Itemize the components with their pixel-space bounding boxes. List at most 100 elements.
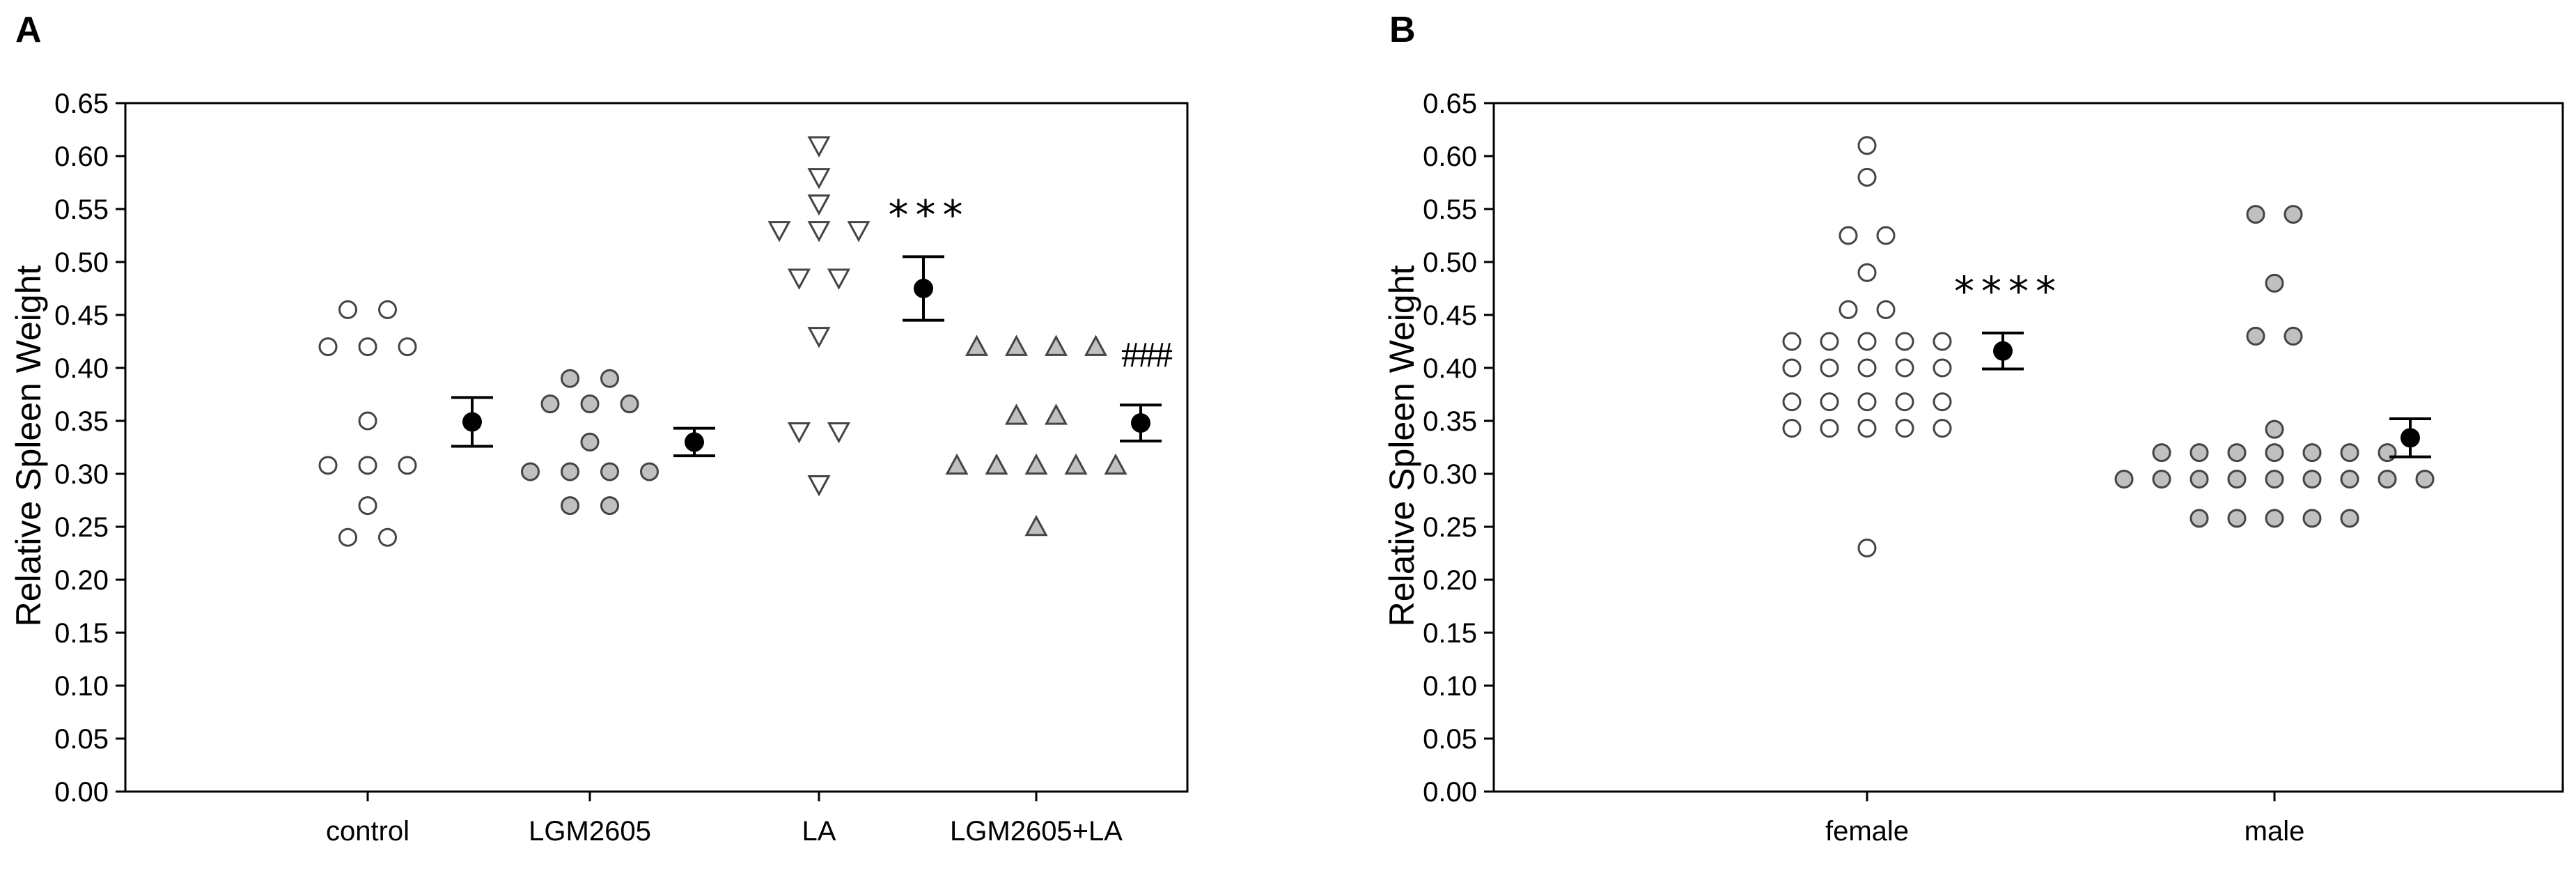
panel-a-data-point <box>807 194 831 216</box>
panel-a-data-point <box>338 300 357 319</box>
panel-a-data-point <box>1044 334 1068 356</box>
panel-b-data-point <box>2415 470 2435 489</box>
panel-a-data-point <box>807 168 831 190</box>
panel-b-data-point <box>2340 470 2359 489</box>
panel-b-data-point <box>1820 392 1839 412</box>
panel-a-data-point <box>540 394 560 414</box>
panel-b: B Relative Spleen Weight 0.00 0.05 0.10 0.1… <box>1382 10 2564 847</box>
panel-b-data-point <box>2246 326 2265 346</box>
panel-b-data-point <box>2302 470 2322 489</box>
panel-a-y-tick-label: 0.55 <box>54 194 109 225</box>
panel-a-data-point <box>1104 453 1127 475</box>
panel-a-y-tick-label: 0.15 <box>54 618 109 649</box>
panel-a-data-point <box>827 422 851 444</box>
panel-a-data-point <box>580 394 600 414</box>
panel-a-data-point <box>378 527 397 547</box>
panel-b-data-point <box>1820 419 1839 438</box>
panel-a-y-tick-label: 0.00 <box>54 777 109 808</box>
panel-b-data-point <box>2227 470 2247 489</box>
panel-a-data-point <box>600 496 619 516</box>
panel-b-data-point <box>2246 205 2265 224</box>
panel-a-data-point <box>358 496 377 516</box>
panel-b-data-point <box>1857 392 1877 412</box>
panel-a-x-tick-label: LGM2605+LA <box>950 816 1123 847</box>
panel-b-data-point <box>1857 358 1877 378</box>
panel-a-y-axis-title: Relative Spleen Weight <box>9 265 48 626</box>
panel-b-label: B <box>1389 10 1416 50</box>
panel-b-data-point <box>1933 419 1952 438</box>
panel-b-data-point <box>2265 419 2284 439</box>
panel-b-data-point <box>2378 470 2397 489</box>
panel-a-data-point <box>1004 403 1029 425</box>
panel-b-data-point <box>2265 509 2284 528</box>
panel-b-data-point <box>2227 509 2247 528</box>
panel-a-data-point <box>561 369 579 388</box>
panel-a-data-point <box>807 221 831 242</box>
panel-b-data-point <box>1876 226 1896 245</box>
panel-a-mean-point <box>914 279 933 298</box>
panel-b-data-point <box>2265 273 2284 293</box>
panel-a-data-point <box>827 268 851 290</box>
panel-b-data-point <box>1839 226 1858 245</box>
panel-a-y-tick-label: 0.25 <box>54 512 109 543</box>
panel-b-y-tick-label: 0.35 <box>1423 406 1477 437</box>
panel-b-data-point <box>1857 136 1877 155</box>
panel-b-data-point <box>1782 332 1802 351</box>
panel-b-y-tick-label: 0.55 <box>1423 194 1477 225</box>
panel-b-y-tick-label: 0.50 <box>1423 247 1477 278</box>
panel-b-data-point <box>1933 358 1952 378</box>
panel-a-data-point <box>561 462 579 481</box>
panel-b-y-tick-label: 0.60 <box>1423 141 1477 172</box>
panel-b-mean-point <box>1993 341 2013 361</box>
panel-b-data-point <box>2378 443 2397 463</box>
panel-a-data-point <box>561 496 579 516</box>
panel-a-data-point <box>985 453 1008 475</box>
panel-a-data-point <box>640 462 659 481</box>
panel-a-y-tick-label: 0.60 <box>54 141 109 172</box>
panel-b-data-point <box>2152 470 2171 489</box>
panel-b-y-tick-label: 0.25 <box>1423 512 1477 543</box>
panel-b-data-point <box>1857 419 1877 438</box>
panel-a-data-point <box>521 462 540 481</box>
panel-a-x-tick-label: LA <box>802 816 836 847</box>
panel-b-data-point <box>2189 470 2209 489</box>
panel-a-data-point <box>358 337 377 357</box>
panel-a-data-point <box>847 221 871 242</box>
panel-b-data-point <box>2340 509 2359 528</box>
panel-a-x-tick-label: control <box>326 816 409 847</box>
panel-a-data-point <box>378 300 397 319</box>
panel-b-data-point <box>2265 470 2284 489</box>
panel-a-y-tick-label: 0.45 <box>54 300 109 331</box>
panel-a-data-point <box>398 456 417 475</box>
panel-b-significance-label: **** <box>1954 268 2063 315</box>
panel-a-mean-point <box>685 432 704 452</box>
panel-b-data-point <box>1782 392 1802 412</box>
panel-a-significance-label: *** <box>889 191 970 238</box>
panel-b-x-tick-label: male <box>2245 816 2305 847</box>
panel-a-data-point <box>767 221 791 242</box>
panel-a-data-point <box>1064 453 1088 475</box>
panel-b-data-point <box>1857 538 1877 557</box>
panel-b-y-tick-label: 0.00 <box>1423 777 1477 808</box>
panel-b-y-tick-label: 0.20 <box>1423 565 1477 596</box>
panel-b-y-tick-label: 0.05 <box>1423 724 1477 755</box>
panel-a-data-point <box>787 422 811 444</box>
panel-a-label: A <box>15 10 42 50</box>
panel-a-y-tick-label: 0.50 <box>54 247 109 278</box>
panel-a-data-point <box>318 337 338 357</box>
panel-b-y-tick-label: 0.40 <box>1423 353 1477 384</box>
panel-a-y-tick-label: 0.40 <box>54 353 109 384</box>
panel-b-data-point <box>1782 358 1802 378</box>
panel-a-data-point <box>1004 334 1029 356</box>
panel-a-x-tick-label: LGM2605 <box>529 816 651 847</box>
panel-b-y-tick-label: 0.30 <box>1423 459 1477 490</box>
panel-b-data-point <box>1820 358 1839 378</box>
panel-a-data-point <box>318 456 338 475</box>
panel-b-data-point <box>1857 263 1877 282</box>
panel-b-y-tick-label: 0.65 <box>1423 88 1477 119</box>
panel-a-mean-point <box>462 412 482 432</box>
panel-a-data-point <box>1024 514 1048 537</box>
panel-a-y-tick-label: 0.10 <box>54 671 109 702</box>
panel-a-data-point <box>1084 334 1108 356</box>
panel-b-y-tick-label: 0.45 <box>1423 300 1477 331</box>
